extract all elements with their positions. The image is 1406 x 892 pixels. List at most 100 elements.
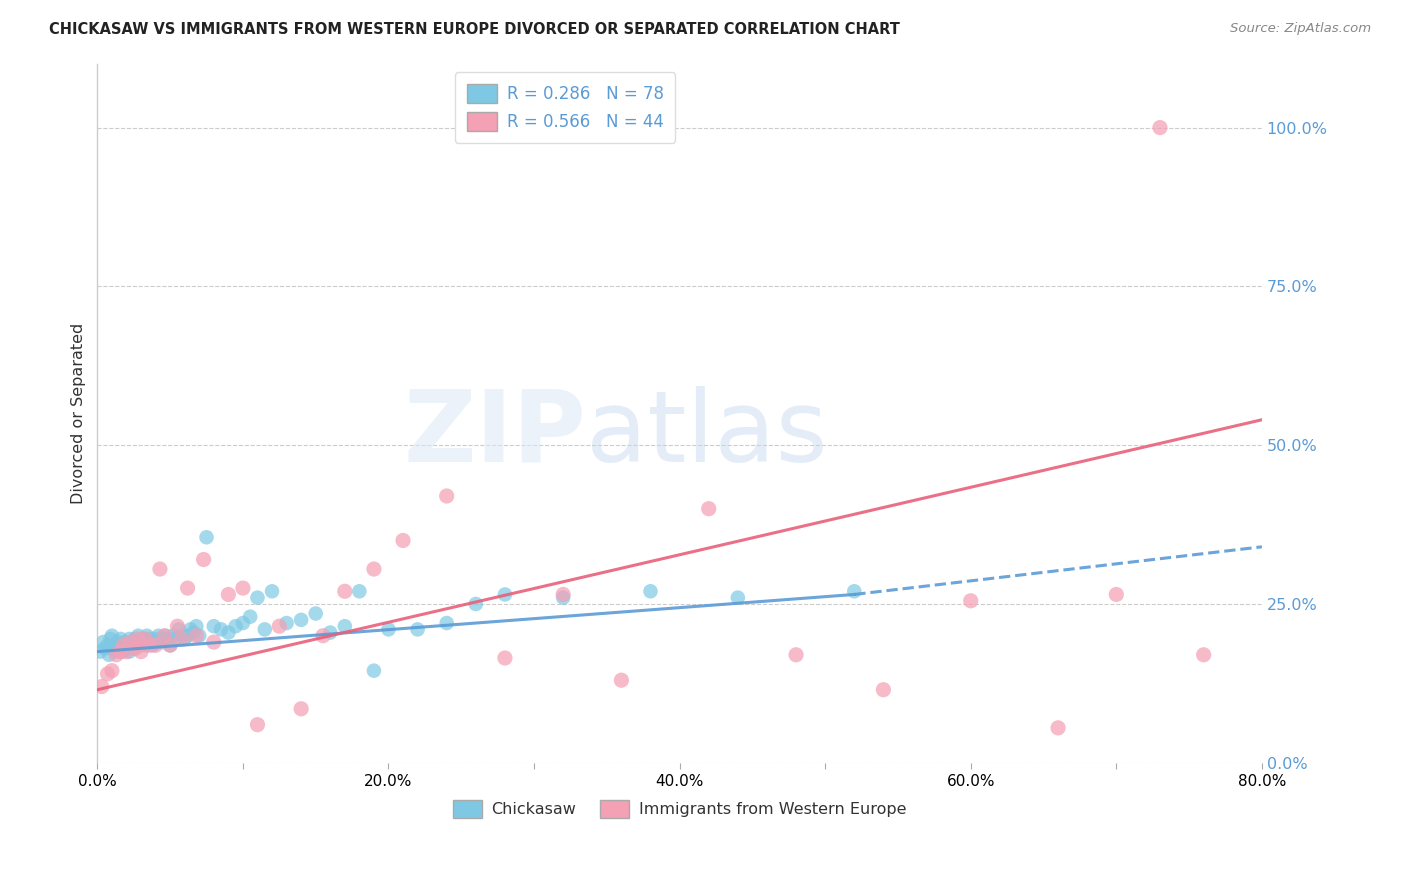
Point — [217, 625, 239, 640]
Point — [100, 632, 122, 646]
Point — [120, 635, 142, 649]
Text: Source: ZipAtlas.com: Source: ZipAtlas.com — [1230, 22, 1371, 36]
Point — [436, 489, 458, 503]
Point — [959, 594, 981, 608]
Point — [697, 501, 720, 516]
Point — [110, 645, 132, 659]
Point — [101, 638, 124, 652]
Point — [494, 587, 516, 601]
Point — [170, 629, 193, 643]
Point — [132, 632, 155, 646]
Point — [159, 638, 181, 652]
Point — [131, 635, 153, 649]
Point — [167, 623, 190, 637]
Point — [145, 632, 167, 646]
Point — [260, 584, 283, 599]
Point — [640, 584, 662, 599]
Point — [436, 615, 458, 630]
Point — [101, 664, 124, 678]
Point — [305, 607, 328, 621]
Point — [225, 619, 247, 633]
Point — [253, 623, 276, 637]
Point — [202, 635, 225, 649]
Point — [319, 625, 342, 640]
Point — [333, 584, 356, 599]
Point — [135, 629, 157, 643]
Point — [363, 664, 385, 678]
Point — [246, 591, 269, 605]
Point — [176, 629, 198, 643]
Point — [112, 638, 135, 652]
Point — [115, 641, 138, 656]
Point — [146, 635, 169, 649]
Point — [155, 629, 177, 643]
Point — [392, 533, 415, 548]
Point — [149, 562, 172, 576]
Point — [290, 613, 312, 627]
Point — [117, 638, 139, 652]
Point — [183, 625, 205, 640]
Point — [111, 645, 134, 659]
Point — [105, 648, 128, 662]
Point — [246, 717, 269, 731]
Point — [553, 587, 575, 601]
Point — [553, 591, 575, 605]
Point — [156, 632, 179, 646]
Point — [120, 638, 142, 652]
Point — [112, 638, 135, 652]
Point — [176, 581, 198, 595]
Point — [202, 619, 225, 633]
Point — [152, 635, 174, 649]
Point — [91, 635, 114, 649]
Point — [129, 638, 152, 652]
Point — [170, 632, 193, 646]
Point — [785, 648, 807, 662]
Point — [312, 629, 335, 643]
Point — [165, 632, 187, 646]
Point — [186, 619, 208, 633]
Point — [142, 638, 165, 652]
Point — [173, 632, 195, 646]
Point — [150, 632, 173, 646]
Point — [101, 629, 124, 643]
Point — [124, 641, 146, 656]
Point — [124, 632, 146, 646]
Point — [139, 632, 162, 646]
Text: CHICKASAW VS IMMIGRANTS FROM WESTERN EUROPE DIVORCED OR SEPARATED CORRELATION CH: CHICKASAW VS IMMIGRANTS FROM WESTERN EUR… — [49, 22, 900, 37]
Point — [136, 635, 159, 649]
Point — [1105, 587, 1128, 601]
Point — [114, 635, 136, 649]
Point — [186, 629, 208, 643]
Point — [349, 584, 371, 599]
Point — [127, 632, 149, 646]
Point — [232, 581, 254, 595]
Text: ZIP: ZIP — [404, 386, 586, 483]
Point — [118, 632, 141, 646]
Point — [727, 591, 749, 605]
Point — [333, 619, 356, 633]
Point — [610, 673, 633, 688]
Text: atlas: atlas — [586, 386, 828, 483]
Point — [145, 638, 167, 652]
Point — [139, 638, 162, 652]
Point — [127, 629, 149, 643]
Legend: Chickasaw, Immigrants from Western Europe: Chickasaw, Immigrants from Western Europ… — [447, 794, 912, 825]
Point — [107, 635, 129, 649]
Point — [125, 638, 148, 652]
Point — [108, 638, 131, 652]
Point — [1149, 120, 1171, 135]
Point — [96, 638, 118, 652]
Point — [118, 645, 141, 659]
Point — [269, 619, 291, 633]
Point — [494, 651, 516, 665]
Point — [134, 632, 156, 646]
Point — [96, 666, 118, 681]
Point — [209, 623, 232, 637]
Point — [159, 638, 181, 652]
Point — [89, 645, 111, 659]
Point — [134, 638, 156, 652]
Point — [193, 552, 215, 566]
Point — [93, 641, 115, 656]
Point — [290, 702, 312, 716]
Point — [121, 635, 143, 649]
